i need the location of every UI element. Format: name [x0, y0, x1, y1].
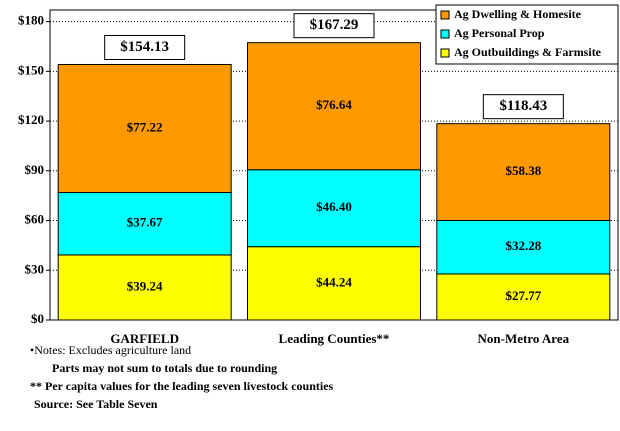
bar-segment [436, 219, 611, 275]
total-label: $118.43 [499, 98, 547, 114]
y-tick-label: $90 [25, 162, 45, 177]
note: ** Per capita values for the leading sev… [30, 379, 334, 393]
note: •Notes: Excludes agriculture land [30, 343, 191, 357]
x-tick-label: Leading Counties** [279, 331, 390, 346]
segment-label: $46.40 [316, 199, 352, 214]
x-tick-label: Non-Metro Area [478, 331, 570, 346]
y-tick-label: $60 [25, 212, 45, 227]
legend-label: Ag Outbuildings & Farmsite [454, 45, 602, 59]
segment-label: $76.64 [316, 97, 352, 112]
y-tick-label: $30 [25, 261, 45, 276]
segment-label: $37.67 [127, 215, 163, 230]
total-box [293, 13, 375, 39]
total-label: $154.13 [120, 39, 169, 55]
segment-label: $77.22 [127, 119, 163, 134]
y-tick-label: $180 [18, 13, 44, 28]
y-tick-label: $0 [31, 311, 44, 326]
legend-swatch [440, 48, 450, 58]
bar-segment [247, 246, 421, 321]
legend-swatch [440, 29, 450, 39]
x-tick-label: GARFIELD [110, 331, 179, 346]
bar-segment [247, 42, 421, 171]
bar-segment [57, 63, 232, 194]
legend-box [435, 4, 619, 65]
segment-label: $58.38 [505, 163, 541, 178]
bar-segment [57, 254, 232, 321]
bar-segment [247, 169, 421, 248]
segment-label: $32.28 [505, 238, 541, 253]
legend-swatch [440, 10, 450, 20]
note: Parts may not sum to totals due to round… [52, 361, 277, 375]
total-label: $167.29 [310, 17, 359, 33]
y-tick-label: $120 [18, 112, 44, 127]
total-box [482, 94, 564, 120]
y-tick-label: $150 [18, 62, 44, 77]
segment-label: $27.77 [505, 288, 541, 303]
bar-segment [57, 192, 232, 256]
total-box [104, 34, 186, 60]
bar-segment [436, 273, 611, 321]
legend-label: Ag Personal Prop [454, 26, 545, 40]
bar-segment [436, 123, 611, 221]
note: Source: See Table Seven [34, 397, 158, 411]
segment-label: $39.24 [127, 278, 163, 293]
legend-label: Ag Dwelling & Homesite [454, 7, 582, 21]
segment-label: $44.24 [316, 274, 352, 289]
